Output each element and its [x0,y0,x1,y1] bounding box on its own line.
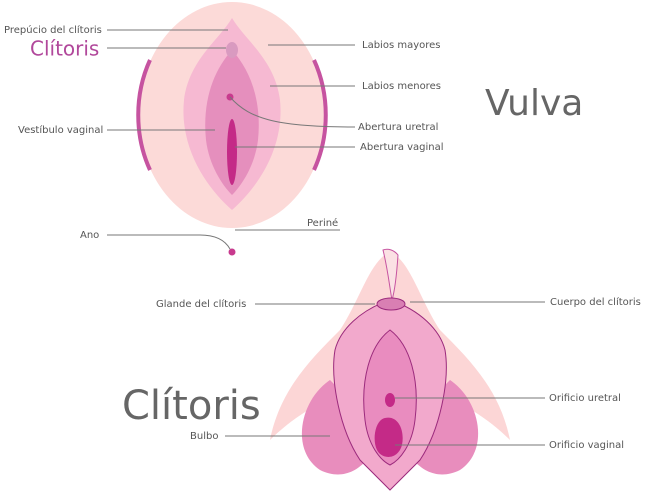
glans [377,298,405,310]
diagram: Prepúcio del clítoris Clítoris Labios ma… [0,0,645,498]
label: Labios mayores [362,40,441,51]
clitoris-illustration [270,249,510,490]
anus-dot [229,249,236,256]
vaginal-orifice [375,418,403,457]
label: Ano [80,230,99,241]
label: Orificio uretral [549,393,621,404]
label: Abertura uretral [358,122,438,133]
label: Abertura vaginal [360,142,444,153]
label: Periné [307,217,338,229]
vaginal-opening [227,119,237,185]
label: Clítoris [30,37,99,61]
label: Bulbo [190,431,218,442]
title: Clítoris [122,383,261,429]
vulva-illustration [138,2,326,256]
label: Labios menores [362,81,441,92]
title: Vulva [485,83,583,124]
label: Cuerpo del clítoris [550,296,641,308]
label: Glande del clítoris [156,298,246,310]
label: Orificio vaginal [549,440,624,451]
label: Prepúcio del clítoris [4,24,102,36]
clitoris-shape [226,42,238,58]
leader-line [107,235,230,249]
label: Vestíbulo vaginal [18,124,103,136]
urethral-orifice [385,393,395,407]
